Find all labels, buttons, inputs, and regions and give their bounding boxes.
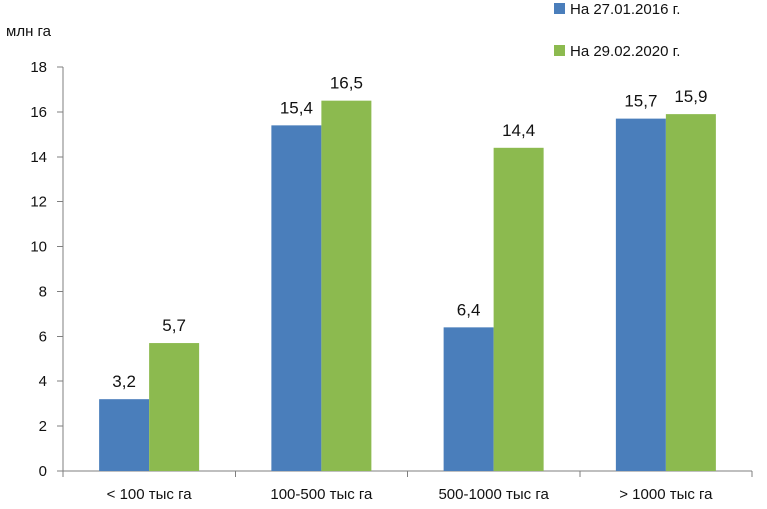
bar-series-2 — [149, 343, 200, 471]
bar-series-2 — [665, 114, 716, 471]
y-tick-label: 0 — [39, 463, 47, 480]
y-tick-label: 2 — [39, 418, 47, 435]
data-label-series-1: 15,4 — [280, 98, 313, 117]
bar-series-1 — [443, 327, 494, 471]
y-axis: 0 2 4 6 8 10 12 14 16 18 — [30, 59, 64, 480]
y-tick-label: 6 — [39, 328, 47, 345]
data-label-series-2: 5,7 — [162, 316, 186, 335]
bar-series-1 — [615, 118, 666, 471]
x-tick-label: > 1000 тыс га — [619, 486, 713, 503]
y-tick-label: 18 — [30, 59, 47, 76]
y-tick-label: 16 — [30, 104, 47, 121]
bar-series-1 — [271, 125, 322, 471]
legend-label-series-2: На 29.02.2020 г. — [570, 43, 680, 60]
bar-series-2 — [493, 147, 544, 472]
data-label-series-1: 3,2 — [112, 372, 136, 391]
bar-series-2 — [321, 100, 372, 472]
x-axis: < 100 тыс га 100-500 тыс га 500-1000 тыс г… — [62, 470, 753, 503]
y-tick-label: 12 — [30, 194, 47, 211]
legend-label-series-1: На 27.01.2016 г. — [570, 1, 680, 18]
x-tick-label: 500-1000 тыс га — [438, 486, 549, 503]
x-tick-label: 100-500 тыс га — [270, 486, 373, 503]
bars — [99, 100, 716, 472]
data-label-series-1: 15,7 — [624, 92, 657, 111]
data-labels: 3,2 5,7 15,4 16,5 6,4 14,4 15,7 15,9 — [112, 74, 707, 392]
data-label-series-2: 14,4 — [502, 121, 535, 140]
legend-swatch-series-2 — [554, 45, 565, 56]
y-unit-label: млн га — [6, 23, 52, 40]
x-tick-label: < 100 тыс га — [107, 486, 193, 503]
y-tick-label: 8 — [39, 283, 47, 300]
data-label-series-1: 6,4 — [457, 300, 481, 319]
y-tick-label: 10 — [30, 239, 47, 256]
legend: На 27.01.2016 г. На 29.02.2020 г. — [554, 1, 680, 60]
data-label-series-2: 16,5 — [330, 74, 363, 93]
y-tick-label: 4 — [39, 373, 47, 390]
y-tick-label: 14 — [30, 149, 47, 166]
bar-series-1 — [99, 399, 150, 471]
legend-swatch-series-1 — [554, 3, 565, 14]
data-label-series-2: 15,9 — [674, 87, 707, 106]
